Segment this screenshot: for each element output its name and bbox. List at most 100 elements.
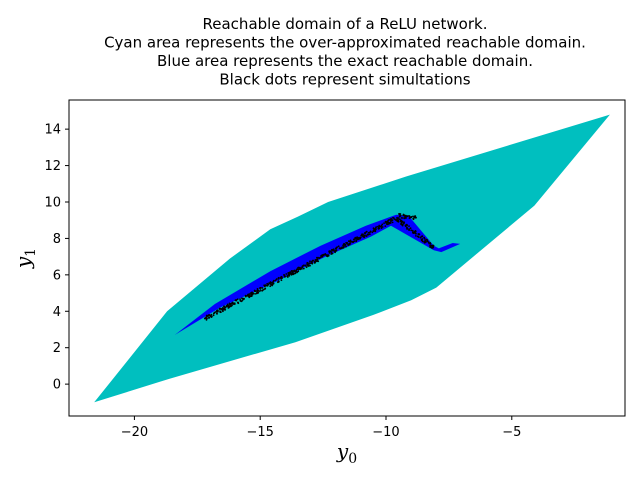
simulation-dot bbox=[244, 294, 247, 297]
simulation-dot bbox=[412, 215, 414, 218]
simulation-dot bbox=[205, 315, 208, 318]
simulation-dot bbox=[372, 230, 375, 233]
simulation-dot bbox=[353, 240, 356, 243]
simulation-dot bbox=[280, 279, 283, 282]
x-tick-label: −5 bbox=[502, 425, 521, 440]
simulation-dot bbox=[299, 268, 301, 270]
simulation-dot bbox=[387, 219, 389, 222]
simulation-dot bbox=[208, 316, 211, 319]
simulation-dot bbox=[364, 232, 366, 235]
simulation-dot bbox=[430, 246, 433, 249]
simulation-dot bbox=[384, 225, 387, 228]
simulation-dot bbox=[415, 235, 417, 237]
simulation-dot bbox=[251, 291, 253, 294]
simulation-dot bbox=[223, 307, 226, 309]
simulation-dot bbox=[358, 236, 361, 239]
simulation-dot bbox=[264, 287, 267, 290]
simulation-dot bbox=[355, 237, 358, 240]
simulation-dot bbox=[368, 233, 371, 236]
simulation-dot bbox=[320, 255, 322, 257]
simulation-dot bbox=[417, 233, 420, 235]
simulation-cluster-2 bbox=[394, 216, 435, 249]
simulation-dot bbox=[288, 274, 291, 277]
simulation-dot bbox=[380, 224, 383, 227]
simulation-dot bbox=[424, 241, 427, 244]
simulation-dot bbox=[216, 313, 218, 315]
simulation-dot bbox=[402, 221, 405, 224]
simulation-dot bbox=[389, 222, 392, 224]
simulation-dot bbox=[297, 267, 299, 269]
simulation-dot bbox=[286, 276, 289, 278]
simulation-dot bbox=[381, 226, 384, 228]
simulation-dot bbox=[399, 213, 401, 216]
simulation-dot bbox=[253, 289, 256, 292]
simulation-dot bbox=[342, 246, 345, 249]
simulation-dot bbox=[309, 264, 311, 267]
simulation-dot bbox=[277, 280, 280, 283]
simulation-dot bbox=[205, 314, 208, 317]
simulation-dot bbox=[256, 291, 259, 294]
simulation-dot bbox=[249, 292, 252, 294]
simulation-dot bbox=[392, 217, 394, 219]
simulation-dot bbox=[309, 262, 312, 264]
simulation-dot bbox=[266, 284, 269, 287]
x-axis-ticks: −20 −15 −10 −5 bbox=[121, 416, 521, 440]
simulation-dot bbox=[328, 251, 331, 254]
simulation-dot bbox=[408, 228, 410, 231]
simulation-dot bbox=[419, 236, 422, 239]
simulation-dot bbox=[237, 301, 239, 304]
simulation-dot bbox=[283, 274, 285, 276]
simulation-dot bbox=[414, 230, 417, 233]
y-axis-ticks: 0 2 4 6 8 10 12 14 bbox=[44, 123, 69, 393]
simulation-dot bbox=[259, 287, 262, 289]
simulation-dot bbox=[321, 254, 324, 257]
simulation-dot bbox=[219, 310, 221, 312]
simulation-dot bbox=[271, 281, 274, 284]
simulation-dot bbox=[205, 317, 208, 320]
simulation-dot bbox=[410, 229, 413, 232]
simulation-dot bbox=[291, 270, 293, 273]
simulation-dot bbox=[335, 249, 338, 252]
simulation-dot bbox=[256, 288, 259, 290]
simulation-dot bbox=[327, 254, 330, 257]
simulation-dot bbox=[429, 244, 431, 247]
title-line-1: Reachable domain of a ReLU network. bbox=[203, 15, 488, 33]
title-line-3: Blue area represents the exact reachable… bbox=[157, 52, 533, 70]
simulation-dot bbox=[380, 227, 383, 230]
simulation-dot bbox=[329, 250, 331, 253]
simulation-dot bbox=[218, 308, 221, 310]
simulation-dot bbox=[261, 289, 263, 292]
simulation-dot bbox=[348, 242, 351, 245]
y-axis-label: y1 bbox=[11, 248, 39, 269]
simulation-dot bbox=[332, 248, 335, 251]
simulation-dot bbox=[226, 303, 229, 306]
simulation-dot bbox=[306, 264, 309, 266]
simulation-dot bbox=[412, 218, 415, 221]
simulation-dot bbox=[208, 314, 211, 316]
simulation-dot bbox=[301, 265, 304, 268]
simulation-dot bbox=[374, 228, 376, 231]
simulation-dot bbox=[390, 220, 392, 223]
x-axis-label: y0 bbox=[336, 439, 357, 467]
y-tick-label: 0 bbox=[53, 378, 61, 393]
simulation-dot bbox=[378, 225, 381, 228]
simulation-dot bbox=[402, 217, 404, 219]
simulation-dot bbox=[323, 253, 326, 256]
simulation-dot bbox=[408, 215, 411, 218]
y-tick-label: 4 bbox=[53, 305, 61, 320]
simulation-dot bbox=[281, 277, 283, 279]
x-tick-label: −20 bbox=[121, 425, 148, 440]
simulation-dot bbox=[321, 255, 324, 258]
simulation-dot bbox=[269, 281, 272, 283]
simulation-dot bbox=[412, 231, 414, 234]
simulation-dot bbox=[411, 229, 414, 232]
simulation-dot bbox=[334, 250, 337, 253]
simulation-dot bbox=[223, 305, 226, 308]
title-line-4: Black dots represent simultations bbox=[219, 71, 470, 89]
simulation-dot bbox=[342, 243, 345, 245]
simulation-dot bbox=[397, 220, 400, 223]
simulation-dot bbox=[285, 273, 288, 275]
simulation-dot bbox=[301, 268, 303, 270]
simulation-dot bbox=[309, 260, 311, 263]
simulation-dot bbox=[271, 283, 274, 286]
